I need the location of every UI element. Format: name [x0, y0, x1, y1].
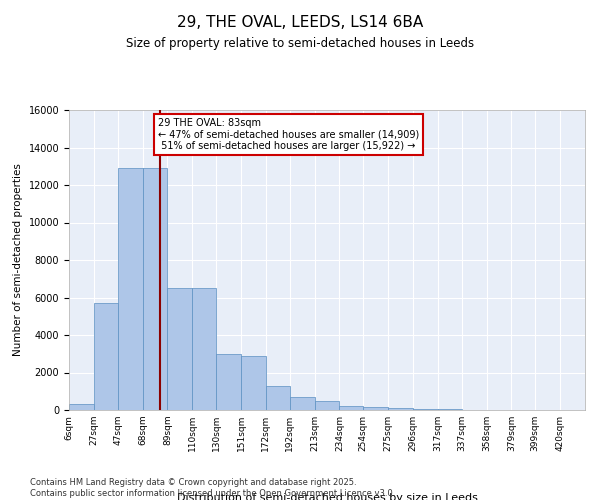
Bar	[388, 408, 413, 410]
Y-axis label: Number of semi-detached properties: Number of semi-detached properties	[13, 164, 23, 356]
Bar	[340, 406, 363, 410]
Bar	[241, 356, 266, 410]
Bar	[143, 168, 167, 410]
Text: Size of property relative to semi-detached houses in Leeds: Size of property relative to semi-detach…	[126, 38, 474, 51]
Bar	[266, 386, 290, 410]
Bar	[69, 404, 94, 410]
Bar	[363, 407, 388, 410]
Bar	[167, 288, 193, 410]
Bar	[413, 409, 438, 410]
Bar	[290, 397, 314, 410]
X-axis label: Distribution of semi-detached houses by size in Leeds: Distribution of semi-detached houses by …	[176, 493, 478, 500]
Text: 29, THE OVAL, LEEDS, LS14 6BA: 29, THE OVAL, LEEDS, LS14 6BA	[177, 15, 423, 30]
Text: 29 THE OVAL: 83sqm
← 47% of semi-detached houses are smaller (14,909)
 51% of se: 29 THE OVAL: 83sqm ← 47% of semi-detache…	[158, 118, 419, 150]
Bar	[193, 288, 216, 410]
Bar	[216, 354, 241, 410]
Bar	[118, 168, 143, 410]
Text: Contains HM Land Registry data © Crown copyright and database right 2025.
Contai: Contains HM Land Registry data © Crown c…	[30, 478, 395, 498]
Bar	[314, 400, 340, 410]
Bar	[94, 303, 118, 410]
